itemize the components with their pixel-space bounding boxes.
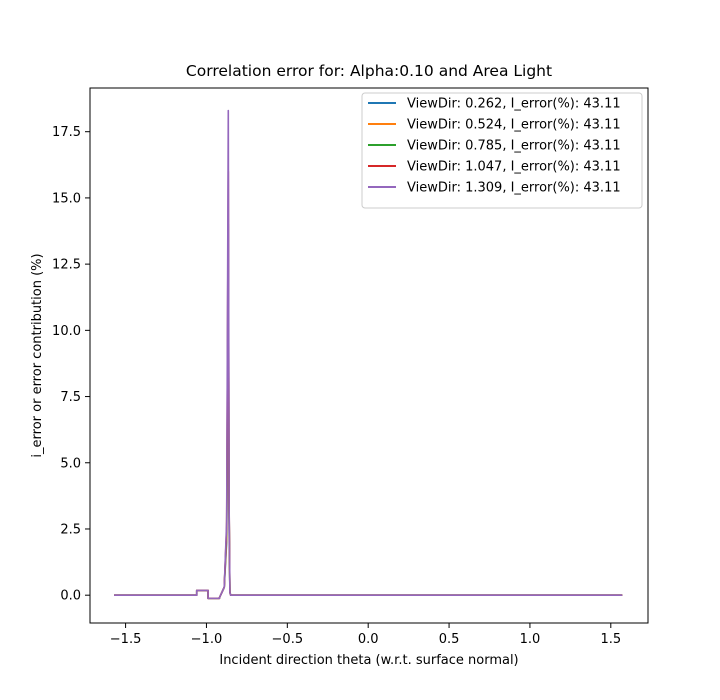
x-tick-label: −0.5: [272, 632, 304, 647]
x-tick-label: −1.0: [191, 632, 223, 647]
legend-box: [361, 92, 643, 209]
x-tick-label: 0.0: [358, 632, 379, 647]
x-tick-label: 1.5: [600, 632, 621, 647]
y-tick-label: 2.5: [60, 522, 81, 537]
y-axis-label: i_error or error contribution (%): [30, 253, 45, 457]
x-tick-label: −1.5: [110, 632, 142, 647]
plot-frame: [89, 87, 649, 624]
legend-entry-5: ViewDir: 1.309, I_error(%): 43.11: [407, 181, 621, 196]
chart-title: Correlation error for: Alpha:0.10 and Ar…: [186, 62, 552, 80]
y-tick-label: 15.0: [52, 191, 81, 206]
y-tick-label: 7.5: [60, 390, 81, 405]
y-tick-label: 17.5: [52, 125, 81, 140]
y-tick-label: 0.0: [60, 589, 81, 604]
y-tick-label: 12.5: [52, 258, 81, 273]
x-axis-label: Incident direction theta (w.r.t. surface…: [219, 653, 518, 668]
x-tick-label: 1.0: [520, 632, 541, 647]
y-tick-label: 5.0: [60, 456, 81, 471]
series-layer: [114, 109, 623, 600]
legend-entry-1: ViewDir: 0.262, I_error(%): 43.11: [407, 97, 621, 112]
legend-entry-2: ViewDir: 0.524, I_error(%): 43.11: [407, 118, 621, 133]
y-axis: 0.0 2.5 5.0 7.5 10.0 12.5 15.0 17.5: [52, 125, 90, 604]
legend-entry-3: ViewDir: 0.785, I_error(%): 43.11: [407, 139, 621, 154]
series-line-5: [114, 109, 623, 600]
x-tick-label: 0.5: [439, 632, 460, 647]
y-tick-label: 10.0: [52, 324, 81, 339]
legend: ViewDir: 0.262, I_error(%): 43.11 ViewDir…: [361, 92, 643, 209]
x-axis: −1.5 −1.0 −0.5 0.0 0.5 1.0 1.5: [110, 623, 621, 647]
legend-entry-4: ViewDir: 1.047, I_error(%): 43.11: [407, 160, 621, 175]
